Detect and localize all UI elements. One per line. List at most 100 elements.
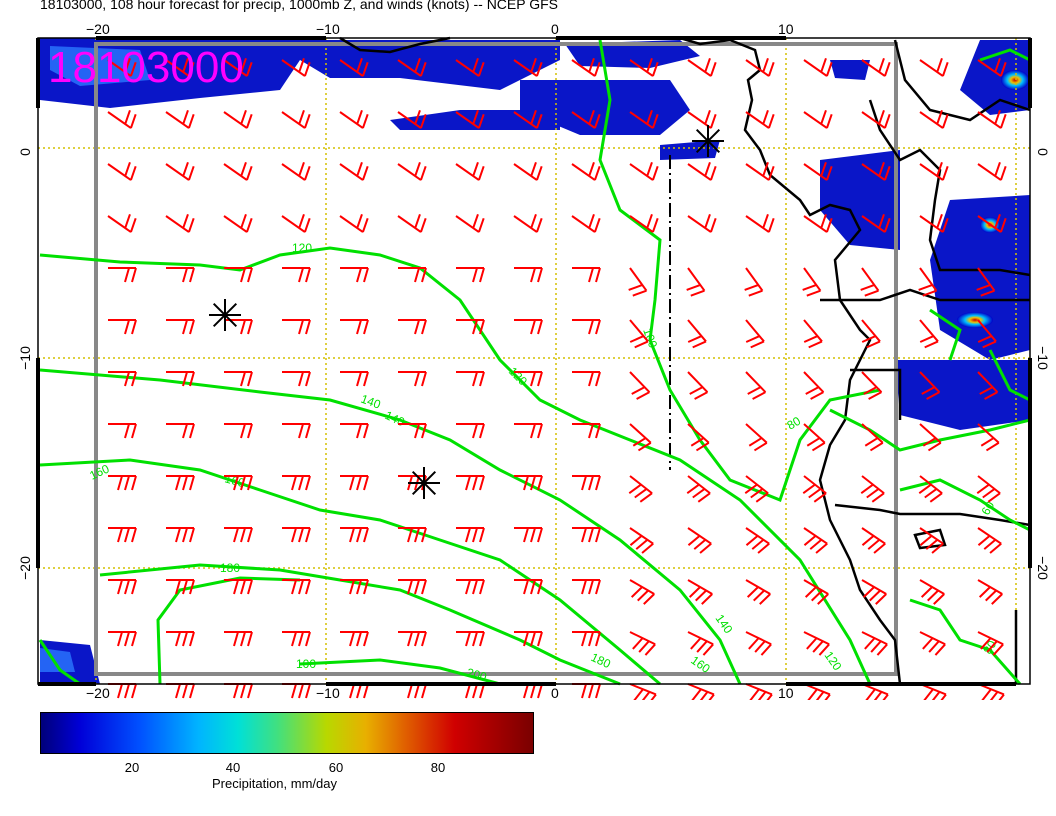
wind-barb [687,579,713,605]
wind-barb [687,371,709,400]
wind-barb [340,579,369,595]
contour-label: 100 [640,326,660,350]
wind-barb [861,527,886,554]
x-tick-bottom: −20 [86,685,110,700]
wind-barb [108,371,137,387]
wind-barb [514,423,543,439]
wind-barb [745,57,775,77]
wind-barb [514,631,543,647]
wind-barb [340,527,369,543]
wind-barb [745,371,767,400]
graticule [38,38,1030,684]
wind-barb [398,527,427,543]
wind-barb [571,213,601,233]
wind-barb [977,527,1002,554]
wind-barb [977,319,997,349]
wind-barb [572,423,601,439]
wind-barb [629,683,657,700]
map-timestamp: 18103000 [48,43,244,92]
wind-barb [861,319,881,349]
wind-barb [108,423,137,439]
wind-barb [745,161,775,181]
wind-barb [571,109,601,129]
wind-barb [687,319,707,349]
wind-barb [687,527,712,554]
wind-barb [514,267,543,283]
wind-barb [861,423,884,452]
wind-barb [572,631,601,647]
wind-barb [107,57,137,77]
wind-barb [745,423,768,452]
wind-barb [629,527,654,554]
wind-barb [572,475,601,491]
wind-barb [166,475,195,491]
wind-barb [919,213,949,233]
wind-barb [572,371,601,387]
x-tick-bottom: 10 [778,685,794,700]
x-tick-bottom: 0 [551,685,559,700]
wind-barb [513,109,543,129]
wind-barb [803,213,833,233]
wind-barb [861,371,883,400]
wind-barb [687,213,717,233]
wind-barb [282,371,311,387]
precip-core [957,312,993,328]
wind-barb [223,109,253,129]
wind-barb [108,579,137,595]
wind-barb [513,213,543,233]
wind-barb [514,371,543,387]
wind-barb [456,371,485,387]
wind-barb [919,579,945,605]
wind-barb [397,161,427,181]
axis-labels: −20 −10 0 10 −20 −10 0 10 0 −10 −20 0 −1… [17,21,1051,700]
precip-patch [50,46,150,86]
high-center-marker [209,299,241,331]
wind-barb [223,161,253,181]
wind-barb [340,319,369,335]
wind-barb [223,57,253,77]
wind-barb [456,423,485,439]
wind-barb [456,319,485,335]
wind-barb [861,213,891,233]
wind-barb [397,109,427,129]
high-center-marker [408,467,440,499]
wind-barb [629,213,659,233]
wind-barb [919,423,942,452]
precip-patch [895,360,1030,430]
wind-barb [456,527,485,543]
precip-patch [930,195,1030,360]
wind-barb [803,579,829,605]
wind-barb [686,475,711,503]
wind-barb [397,213,427,233]
wind-barb [398,267,427,283]
wind-barb [513,161,543,181]
wind-barb [572,579,601,595]
wind-barb [224,371,253,387]
wind-barb [803,57,833,77]
wind-barb [340,371,369,387]
wind-barb [514,319,543,335]
wind-barb [919,57,949,77]
wind-barb [803,527,828,554]
wind-barb [976,475,1001,503]
x-tick-top: 10 [778,21,794,37]
wind-barb [629,423,652,452]
wind-barb [107,109,137,129]
x-tick-top: 0 [551,21,559,37]
wind-barb [281,213,311,233]
wind-barb [572,527,601,543]
colorbar-tick: 60 [328,760,344,775]
contour-label: 200 [465,665,488,684]
wind-barb [282,631,311,647]
wind-barb [977,371,999,400]
precip-patch [565,40,700,68]
wind-barb [281,161,311,181]
wind-barb [919,109,949,129]
wind-barb [281,57,311,77]
wind-barb [802,267,822,297]
wind-barb [166,527,195,543]
contour-label: 140 [359,392,383,412]
wind-barb [977,631,1004,656]
wind-barb [223,213,253,233]
wind-barb [514,527,543,543]
